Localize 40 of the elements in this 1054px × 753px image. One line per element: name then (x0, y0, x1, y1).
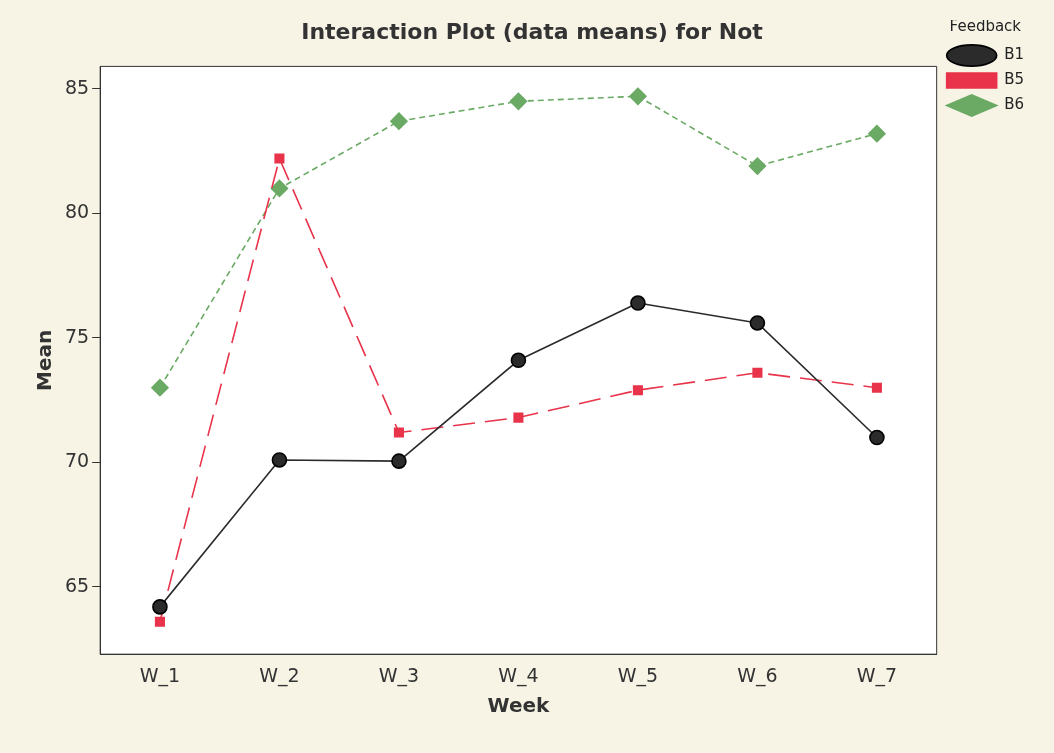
point (510, 352, 527, 369)
point (748, 157, 767, 175)
point (274, 153, 285, 164)
x-axis-title: Week (487, 693, 551, 718)
point (151, 378, 169, 397)
point (390, 112, 408, 130)
x-tick-label: W_4 (498, 663, 539, 687)
legend-title: Feedback (949, 17, 1022, 36)
legend-label: B5 (1004, 70, 1025, 89)
point (393, 427, 404, 438)
point (152, 599, 168, 615)
y-tick-label: 65 (64, 573, 90, 596)
x-tick-label: W_2 (259, 663, 300, 687)
point (749, 315, 766, 331)
point (632, 385, 643, 396)
legend-label: B1 (1004, 45, 1025, 64)
y-tick-label: 85 (64, 75, 90, 98)
point (630, 295, 646, 311)
point (629, 87, 647, 106)
x-tick-label: W_3 (378, 663, 420, 687)
x-tick-label: W_6 (737, 663, 778, 687)
point (752, 367, 763, 378)
y-tick-label: 70 (64, 449, 90, 472)
chart-title: Interaction Plot (data means) for Not (301, 18, 764, 44)
point (271, 452, 288, 468)
point (509, 92, 528, 111)
x-tick-label: W_7 (856, 663, 898, 687)
y-tick-label: 80 (64, 200, 90, 223)
y-tick-label: 75 (64, 324, 90, 347)
point (513, 412, 524, 423)
point (868, 124, 886, 143)
point (869, 429, 885, 446)
point (154, 616, 165, 627)
point (391, 453, 407, 469)
point (270, 179, 289, 198)
x-tick-label: W_5 (617, 663, 659, 687)
x-tick-label: W_1 (139, 663, 181, 687)
point (871, 382, 882, 393)
legend-label: B6 (1004, 95, 1025, 114)
y-axis-title: Mean (32, 329, 57, 391)
